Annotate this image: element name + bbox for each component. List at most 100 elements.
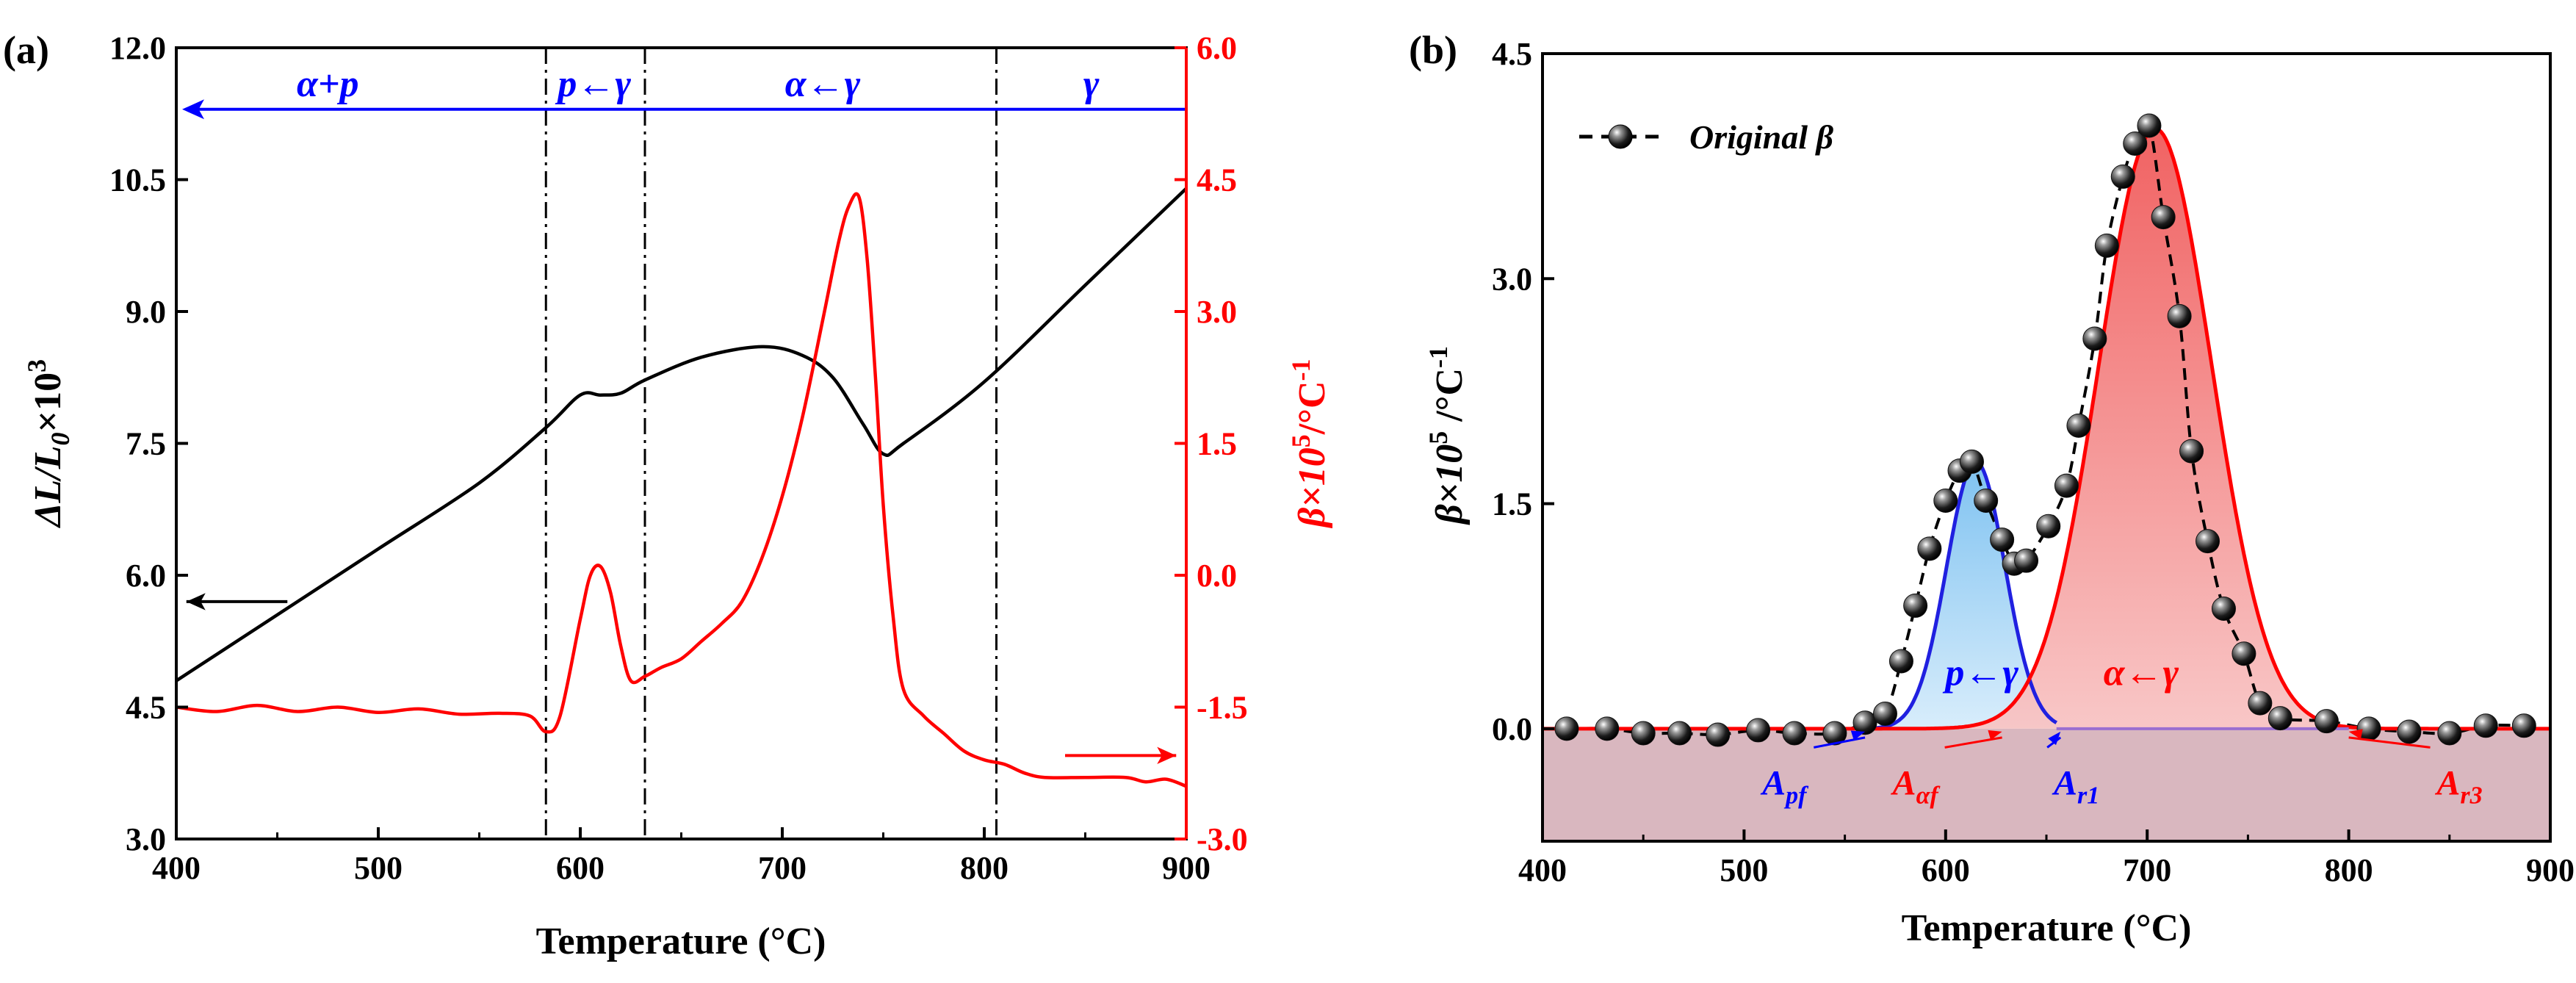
panel-a-y-ticks-left: 3.0 4.5 6.0 7.5 9.0 10.5 12.0	[109, 30, 188, 857]
original-beta-point	[2066, 413, 2091, 438]
region-label: p←γ	[1942, 652, 2018, 694]
original-beta-point	[2248, 691, 2273, 716]
x-tick-label: 700	[2123, 852, 2171, 888]
original-beta-point	[1872, 701, 1897, 726]
y-right-tick-label: 6.0	[1197, 30, 1237, 66]
legend-label: Original β	[1689, 118, 1834, 156]
original-beta-point	[2123, 132, 2148, 156]
original-beta-dashed-line	[1566, 120, 2525, 737]
original-beta-point	[2094, 233, 2119, 258]
critical-point-label: Ar1	[2052, 763, 2099, 809]
legend-marker	[1608, 124, 1633, 149]
original-beta-point	[1746, 718, 1771, 743]
original-beta-point	[2082, 326, 2107, 351]
original-beta-point	[1933, 488, 1958, 513]
original-beta-point	[2314, 709, 2339, 734]
critical-point-arrow	[1813, 736, 1866, 749]
panel-a-y-right-title: β×105/°C-1	[1286, 359, 1333, 528]
x-tick-label: 500	[354, 850, 403, 886]
original-beta-point	[2473, 713, 2498, 738]
pearlite-fill-area	[1871, 461, 2057, 729]
y-left-tick-label: 9.0	[126, 294, 166, 330]
dilation-curve	[176, 187, 1186, 683]
x-tick-label: 400	[152, 850, 201, 886]
panel-a-plot-content: α+p p←γ α←γ γ	[176, 48, 1186, 839]
region-label: α←γ	[2104, 652, 2179, 694]
original-beta-point	[1822, 721, 1847, 746]
phase-label: p←γ	[555, 63, 631, 105]
panel-a-x-axis-title: Temperature (°C)	[536, 921, 826, 962]
x-tick-label: 800	[2325, 852, 2373, 888]
original-beta-point	[1990, 527, 2015, 552]
panel-a-label: (a)	[3, 28, 49, 72]
pearlite-fit-line	[1871, 459, 2058, 730]
y-right-tick-label: 3.0	[1197, 294, 1237, 330]
phase-label: α+p	[297, 63, 358, 105]
y-left-tick-label: 3.0	[126, 821, 166, 857]
original-beta-point	[2211, 597, 2236, 622]
original-beta-point	[2167, 303, 2192, 328]
baseline-fill-region	[1543, 728, 2550, 841]
y-right-tick-label: 4.5	[1197, 162, 1237, 198]
x-tick-label: 900	[2526, 852, 2575, 888]
original-beta-point	[2196, 529, 2220, 554]
y-left-tick-label: 6.0	[126, 558, 166, 594]
original-beta-point	[2151, 205, 2176, 230]
ferrite-fit-line	[1543, 126, 2550, 731]
original-beta-point	[1595, 716, 1620, 741]
panel-b-y-ticks: 0.0 1.5 3.0 4.5	[1492, 36, 1554, 747]
x-tick-label: 800	[960, 850, 1009, 886]
x-tick-label: 600	[1922, 852, 1970, 888]
critical-point-arrow-head	[2048, 731, 2061, 746]
panel-b-x-ticks: 400 500 600 700 800 900	[1518, 829, 2575, 888]
original-beta-point	[2397, 719, 2422, 744]
original-beta-point	[2267, 706, 2292, 731]
panel-a-y-left-title: ΔL/L0×103	[22, 359, 75, 528]
panel-b: (b) p←γ α←γ Apf Aαf Ar1 Ar3 400 500 600 700 800 90…	[1409, 28, 2575, 949]
original-beta-point	[2179, 439, 2204, 464]
y-left-tick-label: 12.0	[109, 30, 166, 66]
y-left-tick-label: 4.5	[126, 690, 166, 726]
original-beta-point	[2511, 713, 2536, 738]
y-left-tick-label: 10.5	[109, 162, 166, 198]
original-beta-point	[1917, 536, 1942, 561]
x-tick-label: 700	[758, 850, 807, 886]
panel-b-x-axis-title: Temperature (°C)	[1902, 907, 2192, 949]
beta-curve	[176, 192, 1186, 788]
original-beta-point	[2137, 113, 2162, 138]
y-tick-label: 0.0	[1492, 711, 1532, 747]
original-beta-point	[1782, 721, 1807, 746]
original-beta-point	[2014, 548, 2039, 573]
critical-point-label: Apf	[1760, 763, 1809, 809]
phase-label: α←γ	[785, 63, 861, 105]
y-right-tick-label: -3.0	[1197, 821, 1248, 857]
x-tick-label: 600	[556, 850, 605, 886]
original-beta-point	[2232, 641, 2256, 666]
original-beta-point	[1959, 449, 1984, 474]
y-right-tick-label: -1.5	[1197, 690, 1248, 726]
x-tick-label: 900	[1162, 850, 1211, 886]
original-beta-point	[1631, 721, 1656, 746]
original-beta-point	[1974, 488, 1999, 513]
y-left-tick-label: 7.5	[126, 426, 166, 462]
original-beta-point	[2110, 164, 2135, 189]
critical-point-arrow-head	[2348, 729, 2363, 740]
y-tick-label: 4.5	[1492, 36, 1532, 72]
original-beta-point	[1852, 710, 1877, 735]
original-beta-point	[1706, 722, 1731, 747]
original-beta-point	[2437, 721, 2462, 746]
critical-point-arrow	[1944, 736, 2002, 749]
panel-b-legend: Original β	[1579, 118, 1834, 156]
phase-label: γ	[1083, 63, 1100, 105]
original-beta-point	[1667, 721, 1692, 746]
critical-point-label: Ar3	[2434, 763, 2482, 809]
critical-point-label: Aαf	[1891, 763, 1941, 809]
panel-a-y-ticks-right: -3.0 -1.5 0.0 1.5 3.0 4.5 6.0	[1175, 30, 1248, 857]
panel-a: (a) α+p p←γ α←γ γ 400 500 600 700 800 900 3.0 4.5…	[3, 28, 1333, 962]
panel-a-frame	[175, 46, 1188, 840]
original-beta-point	[1903, 593, 1928, 618]
y-tick-label: 1.5	[1492, 486, 1532, 522]
critical-point-arrow-head	[1850, 730, 1866, 741]
y-right-tick-label: 1.5	[1197, 426, 1237, 462]
